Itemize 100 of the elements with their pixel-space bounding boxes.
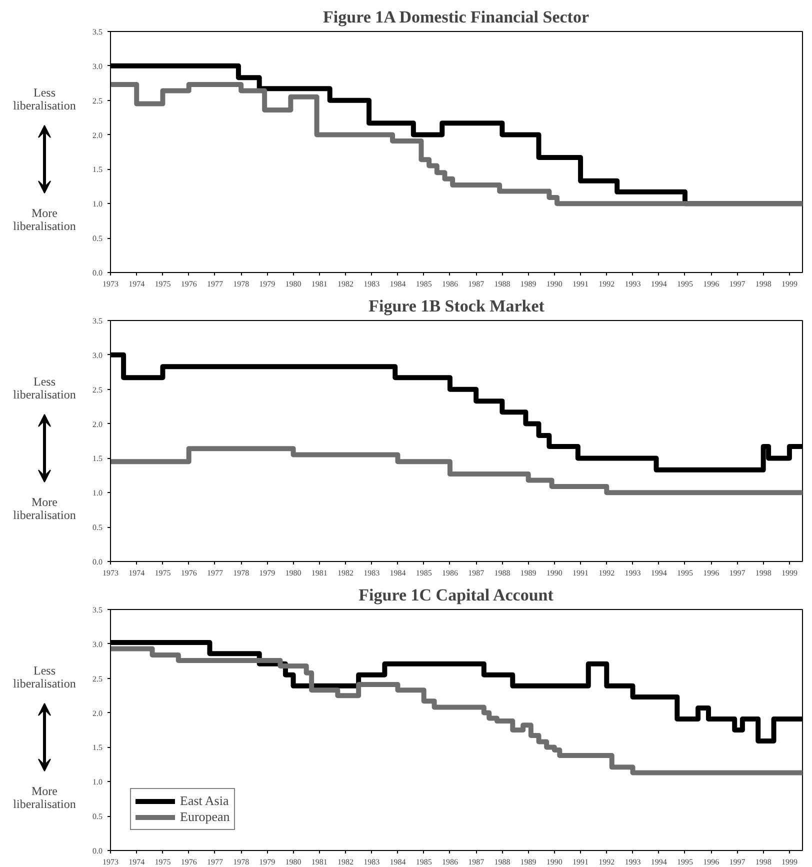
x-tick-label: 1994: [650, 858, 667, 866]
x-tick-label: 1982: [338, 280, 354, 288]
x-tick-label: 1993: [624, 568, 641, 578]
x-tick-label: 1980: [285, 568, 302, 578]
x-tick-label: 1979: [259, 280, 276, 288]
y-tick-label: 2.5: [92, 674, 102, 684]
x-tick-label: 1984: [390, 858, 406, 866]
x-tick-label: 1976: [180, 568, 197, 578]
x-tick-label: 1993: [624, 280, 641, 288]
x-tick-label: 1975: [154, 858, 171, 866]
x-tick-label: 1989: [520, 858, 536, 866]
x-tick-label: 1974: [128, 858, 145, 866]
x-tick-label: 1993: [624, 858, 641, 866]
x-tick-label: 1978: [233, 568, 250, 578]
x-tick-label: 1998: [755, 858, 772, 866]
y-tick-label: 0.0: [92, 268, 102, 278]
x-tick-label: 1998: [755, 280, 772, 288]
x-tick-label: 1980: [285, 280, 302, 288]
x-tick-label: 1985: [416, 858, 432, 866]
x-tick-label: 1996: [703, 568, 720, 578]
y-tick-label: 0.0: [92, 846, 102, 856]
x-tick-label: 1986: [442, 858, 458, 866]
x-tick-label: 1985: [416, 568, 432, 578]
x-tick-label: 1982: [338, 568, 354, 578]
x-tick-label: 1988: [494, 858, 510, 866]
text: More liberalisation: [13, 206, 76, 234]
y-tick-label: 1.5: [92, 743, 102, 752]
x-tick-label: 1991: [572, 280, 589, 288]
x-tick-label: 1976: [180, 280, 197, 288]
x-tick-label: 1981: [311, 280, 328, 288]
x-tick-label: 1979: [259, 858, 276, 866]
y-tick-label: 0.5: [92, 523, 102, 532]
legend-label: European: [180, 809, 230, 825]
x-tick-label: 1988: [494, 568, 510, 578]
x-tick-label: 1985: [416, 280, 432, 288]
y-tick-label: 1.5: [92, 454, 102, 464]
x-tick-label: 1992: [598, 280, 615, 288]
x-tick-label: 1976: [180, 858, 197, 866]
x-tick-label: 1973: [102, 568, 118, 578]
x-tick-label: 1996: [703, 280, 720, 288]
y-tick-label: 3.5: [92, 28, 102, 36]
x-tick-label: 1990: [546, 858, 562, 866]
x-tick-label: 1977: [206, 568, 223, 578]
x-tick-label: 1984: [390, 280, 406, 288]
x-tick-label: 1994: [650, 280, 667, 288]
x-tick-label: 1994: [650, 568, 667, 578]
x-tick-label: 1973: [102, 280, 118, 288]
x-tick-label: 1995: [676, 280, 693, 288]
x-tick-label: 1974: [128, 568, 145, 578]
x-tick-label: 1984: [390, 568, 406, 578]
chart-title: Figure 1A Domestic Financial Sector: [323, 8, 590, 26]
y-tick-label: 3.0: [92, 62, 102, 71]
x-tick-label: 1987: [468, 280, 484, 288]
y-tick-label: 2.0: [92, 708, 102, 718]
x-tick-label: 1999: [781, 280, 798, 288]
text: More liberalisation: [13, 494, 76, 522]
x-tick-label: 1975: [154, 280, 171, 288]
x-tick-label: 1990: [546, 280, 562, 288]
x-tick-label: 1983: [364, 280, 380, 288]
x-tick-label: 1989: [520, 280, 536, 288]
y-tick-label: 0.0: [92, 558, 102, 566]
y-tick-label: 1.5: [92, 165, 102, 174]
x-tick-label: 1986: [442, 280, 458, 288]
y-tick-label: 1.0: [92, 778, 102, 787]
x-tick-label: 1979: [259, 568, 276, 578]
x-tick-label: 1973: [102, 858, 118, 866]
text: Less liberalisation: [13, 663, 76, 691]
x-tick-label: 1987: [468, 568, 484, 578]
text: Less liberalisation: [13, 85, 76, 113]
chart-title: Figure 1C Capital Account: [358, 586, 554, 604]
x-tick-label: 1978: [233, 858, 250, 866]
y-tick-label: 3.5: [92, 316, 102, 326]
x-tick-label: 1991: [572, 568, 589, 578]
x-tick-label: 1995: [676, 858, 693, 866]
y-tick-label: 3.0: [92, 350, 102, 360]
y-tick-label: 2.0: [92, 130, 102, 140]
x-tick-label: 1992: [598, 568, 615, 578]
x-tick-label: 1999: [781, 568, 798, 578]
x-tick-label: 1981: [311, 858, 328, 866]
x-tick-label: 1981: [311, 568, 328, 578]
y-tick-label: 2.0: [92, 420, 102, 429]
text: More liberalisation: [13, 784, 76, 812]
x-tick-label: 1992: [598, 858, 615, 866]
x-tick-label: 1989: [520, 568, 536, 578]
x-tick-label: 1997: [729, 280, 746, 288]
x-tick-label: 1996: [703, 858, 720, 866]
x-tick-label: 1977: [206, 858, 223, 866]
y-tick-label: 2.5: [92, 385, 102, 394]
y-tick-label: 1.0: [92, 488, 102, 498]
x-tick-label: 1997: [729, 568, 746, 578]
x-tick-label: 1997: [729, 858, 746, 866]
x-tick-label: 1990: [546, 568, 562, 578]
x-tick-label: 1983: [364, 858, 380, 866]
chart-title: Figure 1B Stock Market: [368, 296, 545, 316]
text: Less liberalisation: [13, 374, 76, 402]
y-tick-label: 2.5: [92, 96, 102, 106]
x-tick-label: 1974: [128, 280, 145, 288]
y-tick-label: 3.0: [92, 640, 102, 649]
y-tick-label: 1.0: [92, 200, 102, 209]
x-tick-label: 1983: [364, 568, 380, 578]
